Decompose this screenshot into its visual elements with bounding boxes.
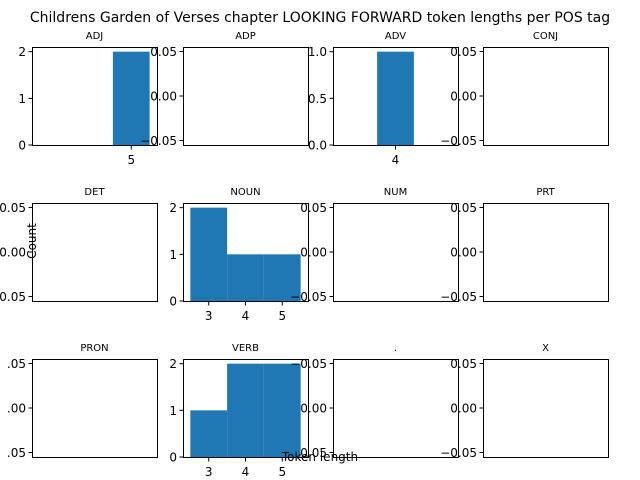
subplot-noun: NOUN 0 1 2 3 4 5 <box>169 187 309 323</box>
ytick-label-pron-1: .00 <box>7 402 26 416</box>
ytick-label-det-1: 0.00 <box>0 246 26 260</box>
ytick-label-noun-2: 2 <box>169 201 177 215</box>
subplot-pron: PRON .05 .00 .05 <box>7 343 158 460</box>
ytick-label-det-2: 0.05 <box>0 201 26 215</box>
ytick-label-adj-1: 1 <box>18 92 26 106</box>
ytick-label-pron-0: .05 <box>7 446 26 460</box>
axes-frame-prt <box>483 203 609 302</box>
axes-frame-num <box>333 203 459 302</box>
xtick-label-adj-0: 5 <box>127 153 135 167</box>
ytick-label-conj-0: −0.05 <box>440 134 477 148</box>
ytick-label-adp-0: −0.05 <box>140 134 177 148</box>
axes-frame-conj <box>483 47 609 146</box>
ytick-label-adv-2: 1.0 <box>308 45 327 59</box>
axes-frame-pron <box>32 359 158 458</box>
ytick-label-conj-1: 0.00 <box>450 90 477 104</box>
bar-noun-2 <box>263 254 301 301</box>
figure-suptitle: Childrens Garden of Verses chapter LOOKI… <box>30 10 610 26</box>
y-axis-label: Count <box>25 223 39 259</box>
axes-frame-det <box>32 203 158 302</box>
subplot-title-verb: VERB <box>232 343 259 354</box>
subplot-title-x: X <box>542 343 549 354</box>
subplot-title-det: DET <box>84 187 105 198</box>
subplot-prt: PRT −0.05 0.00 0.05 <box>440 187 609 304</box>
x-axis-label: Token length <box>281 450 358 464</box>
ytick-label-noun-1: 1 <box>169 248 177 262</box>
ytick-label-verb-0: 0 <box>169 451 177 465</box>
ytick-label-punct-0: 0.05 <box>300 446 327 460</box>
subplot-x: X −0.05 0.00 0.05 <box>440 343 609 460</box>
ytick-label-adv-1: 0.5 <box>308 92 327 106</box>
bar-verb-1 <box>227 363 264 457</box>
xtick-label-noun-0: 3 <box>205 309 213 323</box>
ytick-label-x-2: 0.05 <box>450 357 477 371</box>
ytick-label-punct-2: −0.05 <box>290 357 327 371</box>
bar-noun-0 <box>190 207 228 301</box>
subplot-conj: CONJ −0.05 0.00 0.05 <box>440 31 609 148</box>
xtick-label-verb-1: 4 <box>242 465 250 479</box>
ytick-label-num-2: 0.05 <box>300 201 327 215</box>
ytick-label-verb-2: 2 <box>169 357 177 371</box>
bar-verb-2 <box>263 363 301 457</box>
ytick-label-num-0: −0.05 <box>290 290 327 304</box>
ytick-label-adv-0: 0.0 <box>308 139 327 153</box>
subplot-title-punct: . <box>394 343 397 354</box>
ytick-label-num-1: 0.00 <box>300 246 327 260</box>
subplot-det: DET 0.05 0.00 0.05 <box>0 187 158 304</box>
subplot-adj: ADJ 0 1 2 5 <box>18 31 158 167</box>
ytick-label-adp-2: 0.05 <box>150 45 177 59</box>
ytick-label-conj-2: 0.05 <box>450 45 477 59</box>
axes-frame-adp <box>183 47 309 146</box>
xtick-label-verb-2: 5 <box>278 465 286 479</box>
ytick-label-punct-1: 0.00 <box>300 402 327 416</box>
subplot-title-adj: ADJ <box>86 31 104 42</box>
ytick-label-x-0: −0.05 <box>440 446 477 460</box>
bar-adj-0 <box>112 51 150 145</box>
subplot-title-prt: PRT <box>536 187 555 198</box>
ytick-label-x-1: 0.00 <box>450 402 477 416</box>
xtick-label-verb-0: 3 <box>205 465 213 479</box>
subplot-title-noun: NOUN <box>230 187 260 198</box>
bar-verb-0 <box>190 410 228 457</box>
subplot-title-pron: PRON <box>80 343 108 354</box>
ytick-label-prt-0: −0.05 <box>440 290 477 304</box>
ytick-label-adj-0: 0 <box>18 139 26 153</box>
xtick-label-adv-0: 4 <box>392 153 400 167</box>
axes-frame-x <box>483 359 609 458</box>
ytick-label-prt-2: 0.05 <box>450 201 477 215</box>
ytick-label-prt-1: 0.00 <box>450 246 477 260</box>
subplot-verb: VERB 0 1 2 3 4 5 <box>169 343 309 479</box>
ytick-label-adj-2: 2 <box>18 45 26 59</box>
xtick-label-noun-2: 5 <box>278 309 286 323</box>
subplot-adv: ADV 0.0 0.5 1.0 4 <box>308 31 459 167</box>
axes-frame-adj <box>32 47 158 146</box>
ytick-label-det-0: 0.05 <box>0 290 26 304</box>
axes-frame-punct <box>333 359 459 458</box>
ytick-label-verb-1: 1 <box>169 404 177 418</box>
subplot-title-conj: CONJ <box>533 31 558 42</box>
subplot-adp: ADP −0.05 0.00 0.05 <box>140 31 309 148</box>
subplot-num: NUM −0.05 0.00 0.05 <box>290 187 459 304</box>
bar-adv-0 <box>377 51 414 145</box>
ytick-label-adp-1: 0.00 <box>150 90 177 104</box>
xtick-label-noun-1: 4 <box>242 309 250 323</box>
ytick-label-noun-0: 0 <box>169 295 177 309</box>
subplot-title-adv: ADV <box>385 31 406 42</box>
subplot-panels: ADJ0125ADP−0.050.000.05ADV0.00.51.04CONJ… <box>0 31 609 479</box>
subplot-title-adp: ADP <box>235 31 256 42</box>
bar-noun-1 <box>227 254 264 301</box>
subplot-punct: . 0.05 0.00 −0.05 <box>290 343 459 460</box>
subplot-title-num: NUM <box>384 187 407 198</box>
ytick-label-pron-2: .05 <box>7 357 26 371</box>
